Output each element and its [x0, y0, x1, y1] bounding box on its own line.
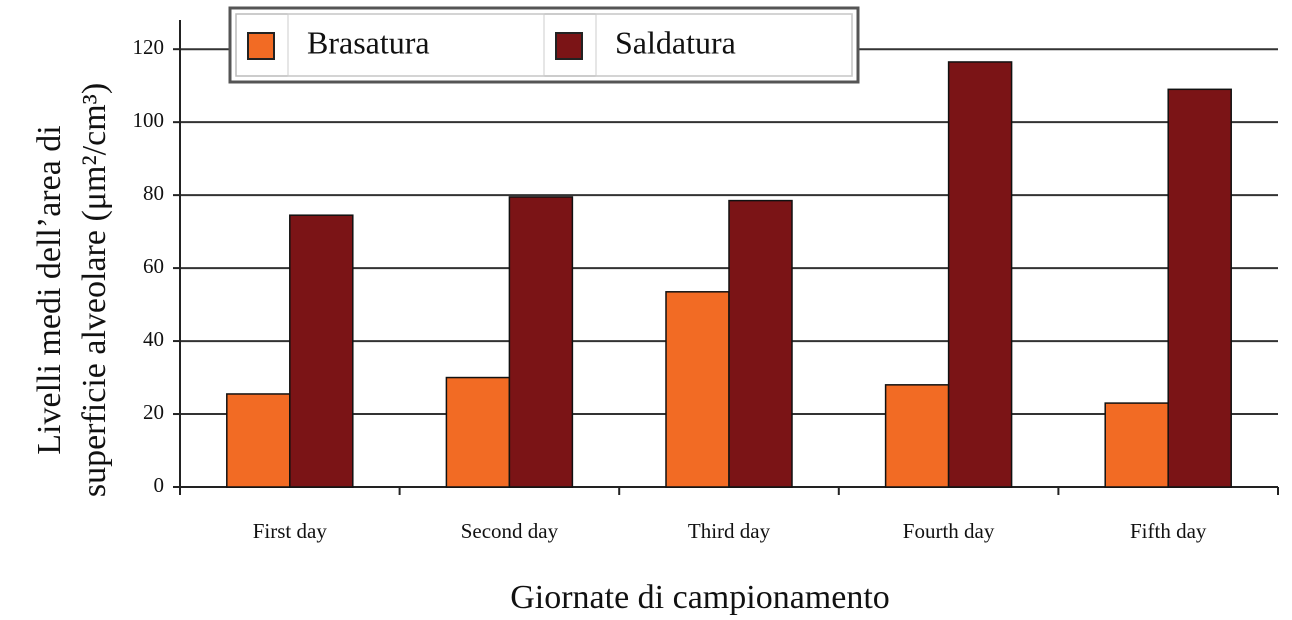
- bar: [226, 393, 291, 488]
- bar: [289, 214, 354, 488]
- y-axis-title: superficie alveolare (μm²/cm³): [76, 83, 113, 497]
- legend-cell: [595, 13, 853, 77]
- bar: [665, 291, 730, 488]
- y-axis-title: Livelli medi dell’area di: [31, 125, 68, 454]
- bar: [1104, 402, 1169, 488]
- y-tick-label: 0: [154, 473, 165, 497]
- legend-swatch: [555, 32, 583, 60]
- bar: [508, 196, 574, 488]
- legend-swatch: [247, 32, 275, 60]
- bar: [728, 199, 793, 488]
- x-tick-label: Fifth day: [1130, 519, 1207, 543]
- x-axis-title: Giornate di campionamento: [510, 579, 890, 616]
- y-tick-label: 20: [143, 400, 164, 424]
- x-tick-label: Fourth day: [903, 519, 995, 543]
- bar: [1167, 88, 1232, 488]
- y-tick-label: 80: [143, 181, 164, 205]
- y-tick-label: 100: [133, 108, 165, 132]
- x-tick-label: First day: [253, 519, 328, 543]
- y-tick-label: 40: [143, 327, 164, 351]
- y-tick-label: 60: [143, 254, 164, 278]
- x-tick-label: Third day: [688, 519, 771, 543]
- x-tick-label: Second day: [461, 519, 559, 543]
- bar: [947, 61, 1013, 488]
- legend-label: Saldatura: [615, 24, 736, 60]
- bar: [884, 384, 950, 488]
- y-tick-label: 120: [133, 35, 165, 59]
- legend-cell: [287, 13, 545, 77]
- legend-label: Brasatura: [307, 24, 430, 60]
- bar: [445, 376, 511, 488]
